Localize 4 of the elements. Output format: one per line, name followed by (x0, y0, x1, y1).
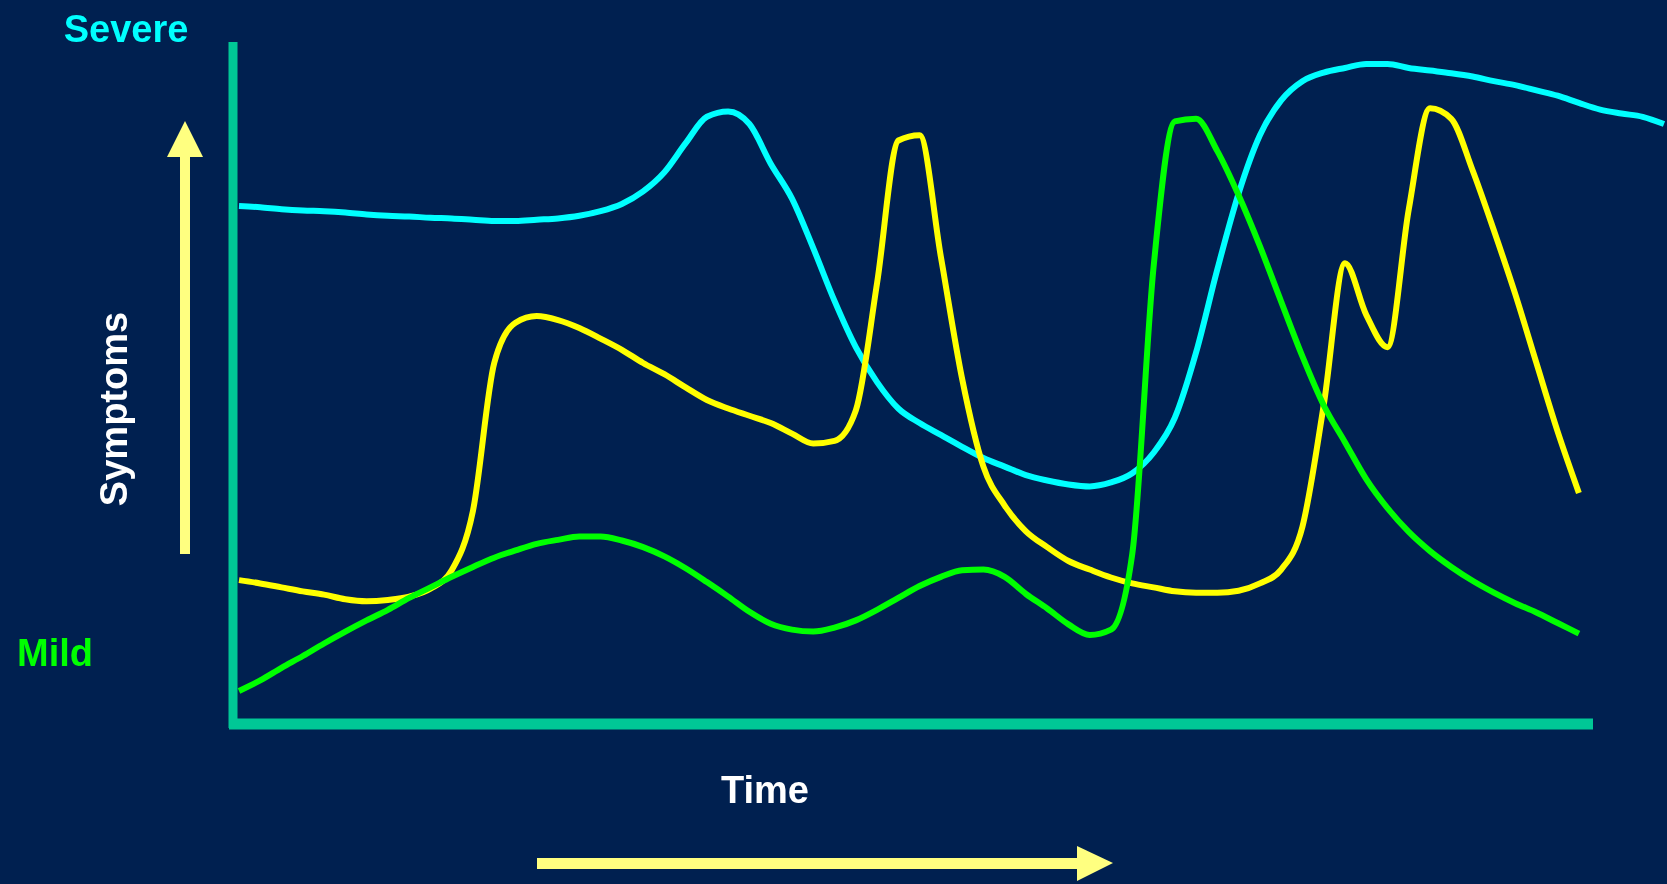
x-axis-title: Time (720, 769, 810, 811)
text: Mild (17, 632, 93, 674)
text: Severe (63, 8, 189, 50)
y-axis-title: Symptoms (93, 311, 135, 507)
